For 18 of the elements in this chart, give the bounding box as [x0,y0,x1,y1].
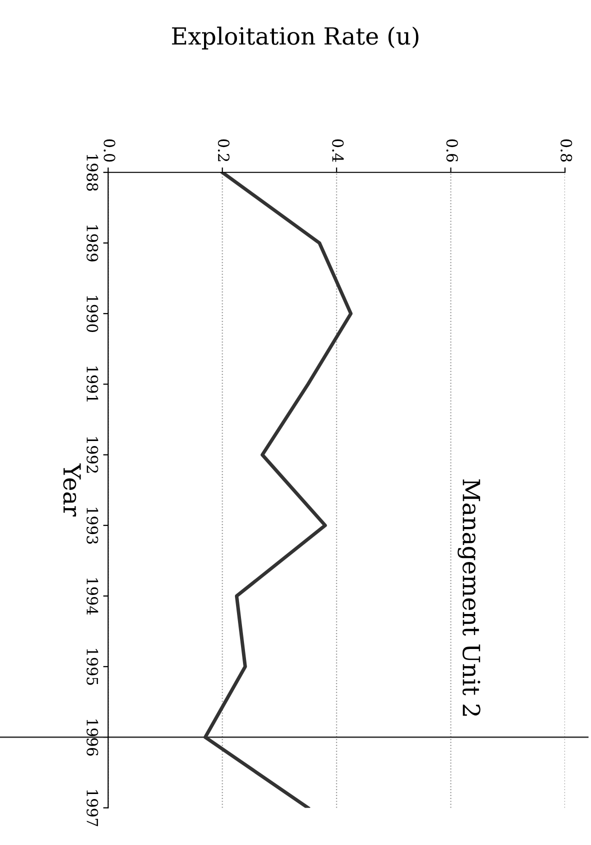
y-tick-label: 1996 [86,720,98,756]
y-tick-label: 1991 [86,366,98,402]
y-tick-label: 1994 [86,578,98,615]
y-tick-label: 1993 [86,508,98,544]
y-tick-label: 1992 [86,437,98,473]
x-tick-label: 0.4 [332,139,344,162]
y-tick-label: 1988 [86,154,98,191]
text: Management Unit 2 [458,479,480,716]
x-axis-title: Exploitation Rate (u) [172,26,418,50]
x-tick-label: 0.0 [104,139,116,162]
y-tick-label: 1997 [86,790,98,826]
y-tick-label: 1989 [86,225,98,262]
y-axis-title: Year [63,463,81,517]
y-tick-label: 1995 [86,649,98,685]
y-tick-label: 1990 [86,296,98,332]
x-tick-label: 0.6 [446,139,458,162]
x-tick-label: 0.2 [218,139,230,162]
x-tick-label: 0.8 [560,139,572,162]
